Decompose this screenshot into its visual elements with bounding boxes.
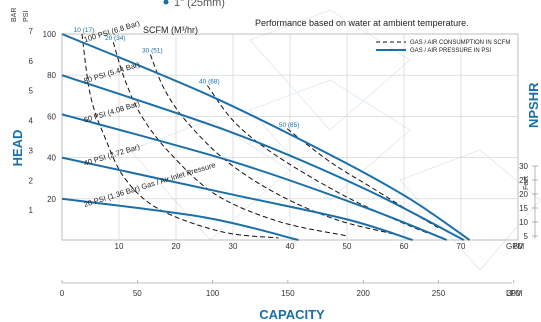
x-tick-gpm: 70 [457, 242, 466, 251]
chart-title: Performance based on water at ambient te… [255, 18, 469, 28]
y-tick-bar: 2 [29, 176, 34, 185]
pressure-curve [61, 197, 299, 241]
x-tick-gpm: 80 [514, 242, 523, 251]
pressure-curve-label: 20 PSI (1.36 Bar) Gas / Air Inlet Pressu… [83, 160, 217, 209]
y-tick-psi: 100 [43, 30, 57, 39]
x-unit-lpm: LPM [506, 289, 523, 298]
x-axis-title: CAPACITY [259, 307, 325, 322]
npshr-tick-label: 10 [519, 218, 528, 227]
y-tick-bar: 4 [29, 117, 34, 126]
pressure-curve [61, 33, 471, 241]
npshr-tick-label: 20 [519, 190, 528, 199]
pressure-curves [61, 33, 471, 241]
legend-item-consumption: GAS / AIR CONSUMPTION IN SCFM [410, 40, 510, 46]
scfm-curve-label: 10 (17) [74, 27, 95, 34]
y-tick-psi: 80 [47, 71, 56, 80]
npshr-tick-label: 25 [519, 176, 528, 185]
air-consumption-curve [81, 33, 279, 239]
x-tick-gpm: 30 [229, 242, 238, 251]
x-unit-gpm: GPM [506, 242, 525, 251]
air-consumption-curve [112, 42, 348, 237]
scfm-label: SCFM (M³/hr) [143, 25, 198, 35]
pressure-curve [61, 156, 413, 241]
y-tick-bar: 7 [29, 27, 34, 36]
y-tick-psi: 20 [47, 195, 56, 204]
pressure-curve-label: 60 PSI (4.08 Bar) [83, 99, 142, 125]
y-tick-bar: 5 [29, 87, 34, 96]
y-tick-bar: 1 [29, 206, 34, 215]
pressure-curve-label: 80 PSI (5.44 Bar) [83, 60, 142, 86]
air-consumption-curve [206, 85, 430, 235]
x-tick-lpm: 250 [432, 289, 446, 298]
y-tick-bar: 3 [29, 146, 34, 155]
legend-item-pressure: GAS / AIR PRESSURE IN PSI [410, 48, 491, 54]
y-tick-bar: 6 [29, 57, 34, 66]
y-axis-title: HEAD [10, 130, 25, 167]
title-bullet-icon [163, 0, 169, 5]
x-tick-gpm: 40 [286, 242, 295, 251]
scfm-curve-label: 30 (51) [142, 48, 163, 55]
pressure-curve [61, 113, 448, 241]
legend: GAS / AIR CONSUMPTION IN SCFM GAS / AIR … [376, 40, 510, 54]
x-tick-lpm: 200 [357, 289, 371, 298]
x-tick-lpm: 150 [281, 289, 295, 298]
npshr-unit-label: Feet [523, 176, 530, 190]
npshr-axis: 5 10 15 20 25 30 [519, 162, 538, 241]
y-tick-psi: 60 [47, 112, 56, 121]
x-tick-lpm: 300 [507, 289, 521, 298]
scfm-curve-label: 40 (68) [199, 79, 220, 86]
y-unit-bar: BAR [11, 8, 18, 22]
chart-labels: 10 (17)20 (34)30 (51)40 (68)50 (85)100 P… [74, 18, 300, 208]
x-tick-gpm: 10 [115, 242, 124, 251]
npshr-tick-label: 5 [524, 232, 529, 241]
pressure-curve [61, 74, 465, 241]
pressure-curve-label: 40 PSI (2.72 Bar) [83, 142, 142, 168]
x-tick-gpm: 20 [172, 242, 181, 251]
x-tick-lpm: 0 [60, 289, 65, 298]
y-tick-psi: 40 [47, 154, 56, 163]
scfm-curve-label: 20 (34) [105, 35, 126, 42]
x-tick-lpm: 100 [206, 289, 220, 298]
x-tick-lpm: 50 [133, 289, 142, 298]
npshr-tick-label: 15 [519, 204, 528, 213]
npshr-title: NPSHR [526, 82, 541, 128]
scfm-curve-label: 50 (85) [279, 122, 300, 129]
x-tick-gpm: 50 [343, 242, 352, 251]
x-tick-gpm: 60 [400, 242, 409, 251]
air-consumption-curve [286, 128, 439, 229]
y-unit-psi: PSI [23, 11, 30, 22]
air-consumption-curve [149, 54, 393, 235]
partial-title: 1" (25mm) [174, 0, 225, 9]
npshr-tick-label: 30 [519, 162, 528, 171]
